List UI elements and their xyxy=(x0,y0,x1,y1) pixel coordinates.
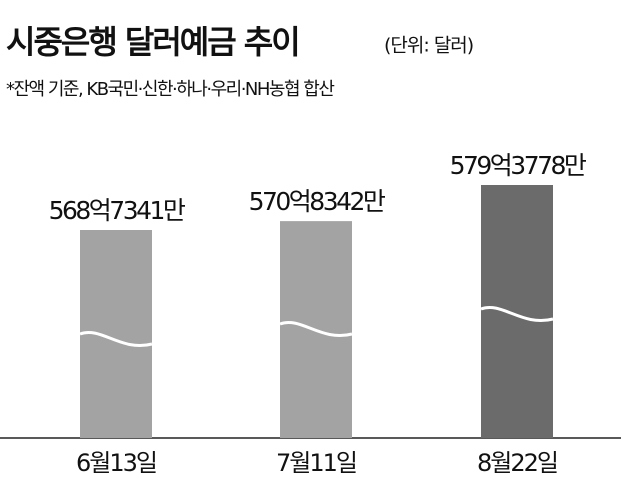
value-label: 579억3778만 xyxy=(450,151,587,180)
x-tick-label: 7월11일 xyxy=(276,449,356,477)
value-label: 570억8342만 xyxy=(249,187,386,216)
value-label: 568억7341만 xyxy=(49,196,186,225)
axis-break xyxy=(480,306,554,322)
chart-subtitle: (단위: 달러) xyxy=(384,35,473,57)
bar xyxy=(481,185,553,438)
chart-title: 시중은행 달러예금 추이 xyxy=(6,23,299,61)
chart-note: *잔액 기준, KB국민·신한·하나·우리·NH농협 합산 xyxy=(6,79,334,100)
x-tick-label: 8월22일 xyxy=(477,449,557,477)
axis-break xyxy=(79,331,153,347)
x-tick-label: 6월13일 xyxy=(76,449,156,477)
axis-break xyxy=(279,321,353,337)
